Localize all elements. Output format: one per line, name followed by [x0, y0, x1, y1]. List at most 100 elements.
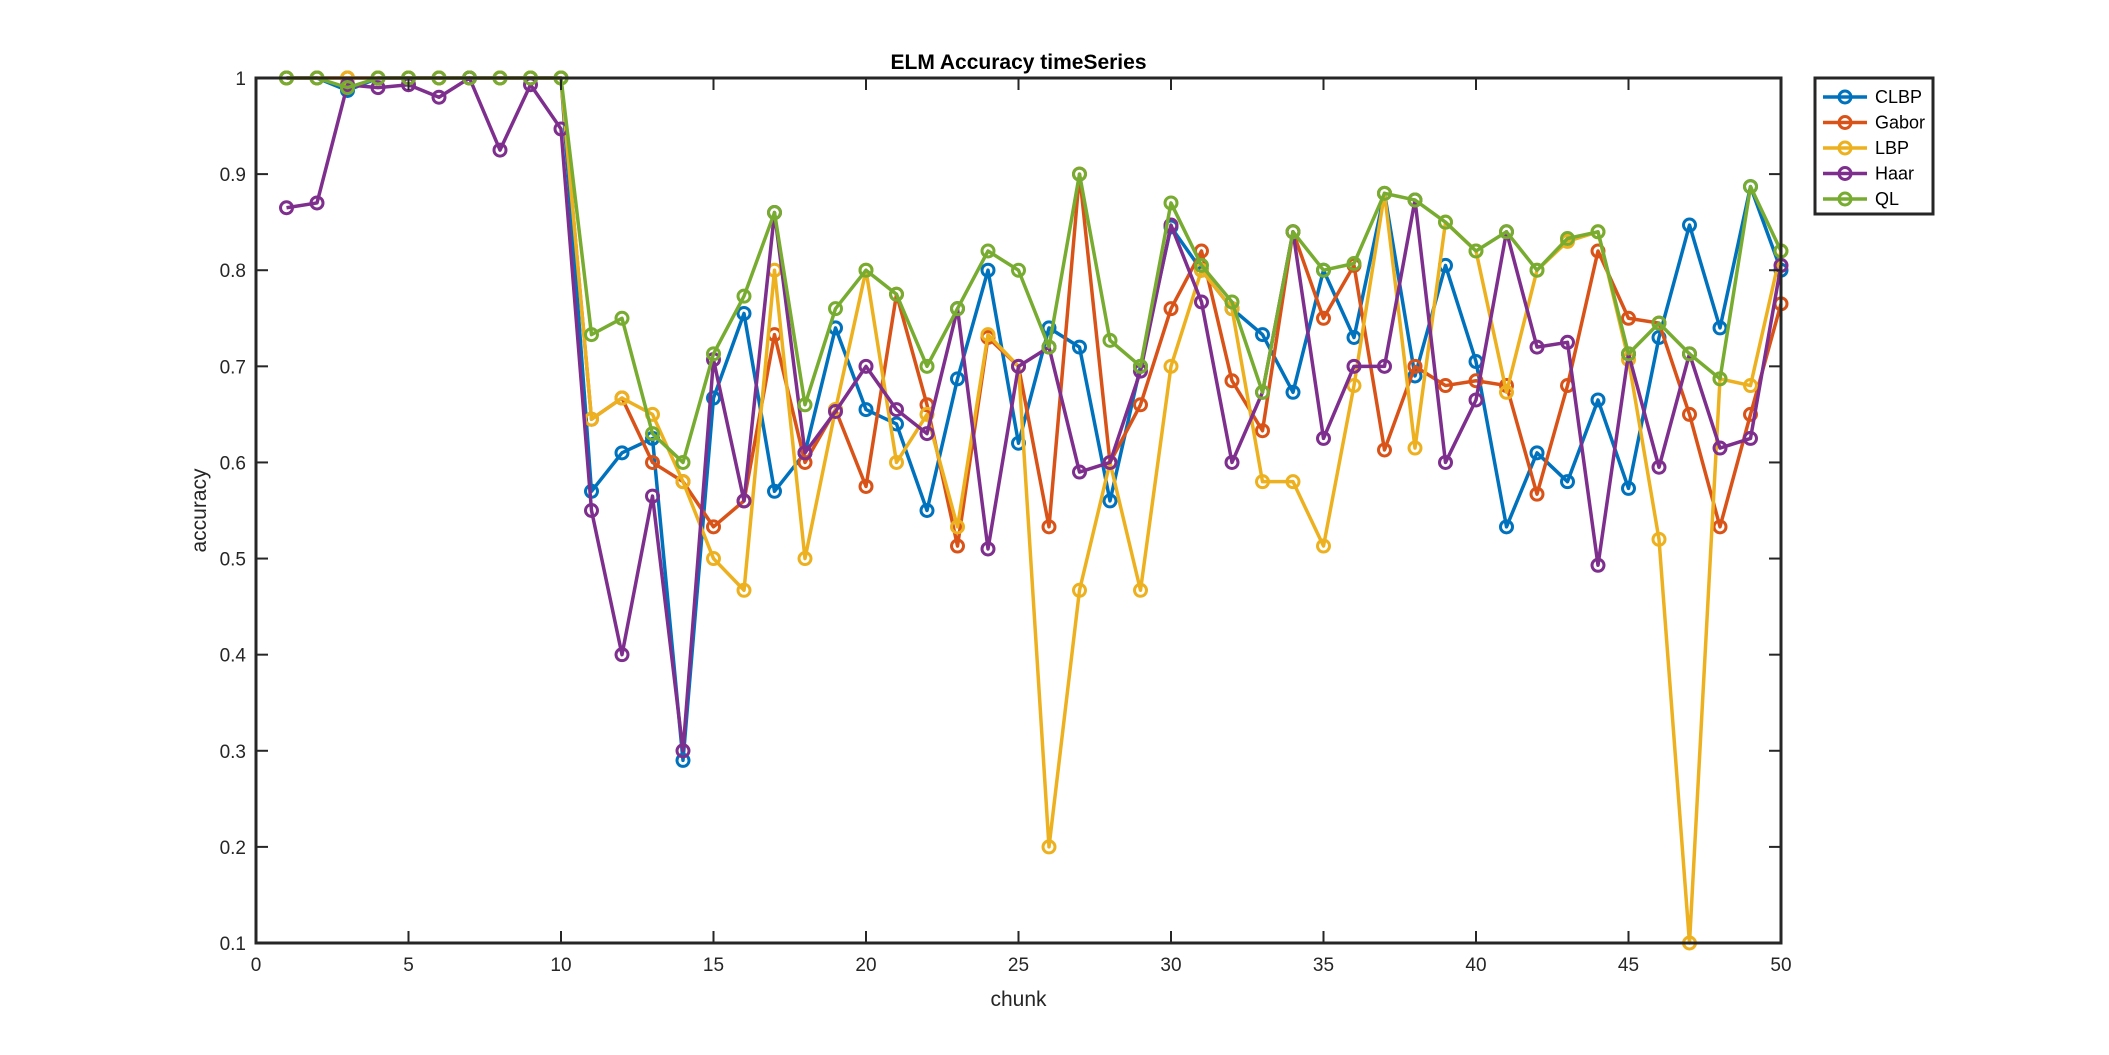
point-clbp — [1255, 327, 1270, 343]
point-lbp — [1133, 582, 1148, 598]
point-lbp — [1651, 531, 1667, 547]
point-ql — [1285, 224, 1301, 240]
legend-label: QL — [1875, 189, 1899, 209]
point-ql — [1316, 262, 1331, 278]
point-haar — [736, 493, 752, 509]
point-clbp — [1102, 493, 1118, 509]
point-lbp — [1163, 358, 1179, 374]
point-lbp — [1255, 474, 1270, 490]
y-tick-label: 1 — [235, 69, 246, 90]
legend: CLBP Gabor LBP Haar QL — [1813, 76, 1935, 216]
point-haar — [675, 743, 691, 759]
point-lbp — [1285, 474, 1301, 490]
point-haar — [919, 426, 935, 442]
point-clbp — [1621, 480, 1636, 496]
point-ql — [1438, 214, 1453, 230]
point-lbp — [706, 551, 721, 567]
point-ql — [1407, 192, 1423, 208]
point-ql — [340, 80, 355, 96]
point-haar — [370, 80, 386, 96]
point-gabor — [1377, 442, 1392, 458]
legend-swatch-marker — [1837, 191, 1853, 207]
point-haar — [1102, 454, 1118, 470]
legend-label: Haar — [1875, 164, 1914, 184]
point-haar — [797, 445, 813, 461]
point-gabor — [1163, 301, 1179, 317]
point-ql — [797, 397, 813, 413]
point-ql — [1590, 224, 1606, 240]
point-ql — [950, 301, 965, 317]
point-clbp — [1285, 384, 1301, 400]
point-clbp — [858, 402, 874, 418]
point-haar — [1468, 392, 1484, 408]
point-lbp — [1346, 378, 1362, 394]
point-clbp — [1072, 339, 1087, 355]
y-tick-label: 0.4 — [220, 646, 247, 667]
point-haar — [645, 488, 660, 504]
point-ql — [1682, 346, 1697, 362]
legend-label: LBP — [1875, 138, 1909, 158]
point-ql — [614, 310, 630, 326]
point-ql — [1346, 255, 1362, 271]
point-gabor — [1621, 310, 1636, 326]
point-haar — [1377, 358, 1392, 374]
point-haar — [1529, 339, 1545, 355]
point-clbp — [950, 371, 965, 387]
point-clbp — [614, 445, 630, 461]
point-clbp — [1682, 217, 1697, 233]
point-lbp — [797, 551, 813, 567]
legend-label: Gabor — [1875, 113, 1925, 133]
point-ql — [1102, 332, 1118, 348]
point-haar — [1072, 464, 1087, 480]
point-ql — [1529, 262, 1545, 278]
point-haar — [980, 541, 996, 557]
point-ql — [645, 426, 660, 442]
point-haar — [1346, 358, 1362, 374]
point-ql — [1255, 384, 1270, 400]
point-haar — [858, 358, 874, 374]
point-ql — [858, 262, 874, 278]
legend-swatch-marker — [1837, 89, 1853, 105]
point-clbp — [736, 305, 752, 321]
x-tick-label: 10 — [550, 955, 571, 976]
legend-item-gabor: Gabor — [1823, 113, 1925, 133]
x-tick-label: 5 — [403, 955, 414, 976]
point-lbp — [1407, 440, 1423, 456]
point-haar — [1651, 459, 1667, 475]
point-lbp — [980, 327, 996, 343]
point-haar — [1194, 294, 1209, 310]
point-haar — [1011, 358, 1026, 374]
point-clbp — [706, 390, 721, 406]
point-ql — [1468, 243, 1484, 259]
x-tick-label: 15 — [703, 955, 724, 976]
x-tick-label: 30 — [1160, 955, 1181, 976]
point-ql — [736, 288, 752, 304]
x-tick-label: 35 — [1313, 955, 1334, 976]
point-haar — [309, 195, 325, 211]
y-tick-label: 0.9 — [220, 165, 246, 186]
point-ql — [584, 327, 599, 343]
y-tick-label: 0.2 — [220, 838, 246, 859]
x-axis-label: chunk — [990, 988, 1047, 1011]
point-ql — [1651, 315, 1667, 331]
legend-swatch-marker — [1837, 140, 1853, 156]
point-clbp — [675, 752, 691, 768]
point-haar — [1743, 430, 1758, 446]
point-clbp — [980, 262, 996, 278]
y-axis-label: accuracy — [188, 468, 211, 553]
y-tick-label: 0.7 — [220, 357, 246, 378]
ticks-layer: 0 5 10 15 20 25 30 35 40 45 50 0.1 0.2 0.3 0.4 0.5 0.6 0.… — [220, 69, 1792, 976]
point-ql — [980, 243, 996, 259]
point-ql — [1133, 358, 1148, 374]
y-tick-label: 0.8 — [220, 261, 246, 282]
y-tick-label: 0.5 — [220, 550, 246, 571]
chart-title: ELM Accuracy timeSeries — [890, 51, 1146, 74]
point-gabor — [1255, 423, 1270, 439]
point-gabor — [1316, 310, 1331, 326]
point-gabor — [645, 454, 660, 470]
point-ql — [1163, 195, 1179, 211]
point-ql — [1011, 262, 1026, 278]
point-clbp — [1560, 474, 1575, 490]
point-ql — [1224, 294, 1240, 310]
